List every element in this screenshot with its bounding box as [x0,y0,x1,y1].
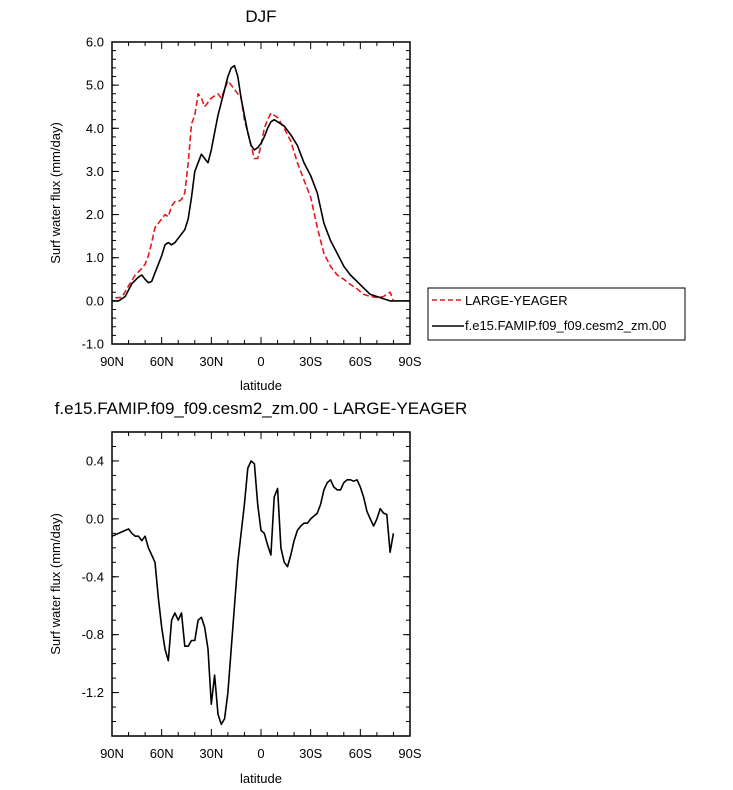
bottom-series-lines [111,460,395,726]
top-y-tick-label: 1.0 [86,250,104,265]
top-x-tick-label: 30N [199,354,223,369]
bottom-x-tick-label: 90N [100,746,124,761]
bottom-series-line-0 [111,460,395,726]
bottom-y-tick-label: -1.2 [82,685,104,700]
top-y-tick-label: 0.0 [86,293,104,308]
top-x-tick-label: 30S [299,354,322,369]
bottom-x-axis-label: latitude [240,771,282,786]
top-y-tick-label: 2.0 [86,207,104,222]
bottom-x-ticks: 90N 60N 30N 0 30S 60S 90S [100,432,422,761]
top-x-tick-label: 60N [150,354,174,369]
top-panel: DJF 90N 60N 30N 0 30S 60S 90S -1.0 0.0 1.0 2.0 3.0… [48,7,686,393]
top-series-line-0 [115,80,395,302]
top-x-tick-label: 0 [257,354,264,369]
bottom-chart-title: f.e15.FAMIP.f09_f09.cesm2_zm.00 - LARGE-… [55,399,468,418]
top-y-tick-label: -1.0 [82,337,104,352]
bottom-y-axis-label: Surf water flux (mm/day) [48,513,63,655]
bottom-y-tick-label: 0.0 [86,511,104,526]
top-y-axis-label: Surf water flux (mm/day) [48,122,63,264]
top-y-tick-label: 3.0 [86,164,104,179]
bottom-x-tick-label: 60N [150,746,174,761]
bottom-panel: f.e15.FAMIP.f09_f09.cesm2_zm.00 - LARGE-… [48,399,467,786]
top-x-tick-label: 90N [100,354,124,369]
top-chart-title: DJF [245,7,276,26]
top-y-tick-label: 4.0 [86,121,104,136]
bottom-y-tick-label: 0.4 [86,453,104,468]
bottom-y-tick-label: -0.8 [82,627,104,642]
bottom-y-tick-label: -0.4 [82,569,104,584]
top-series-lines [112,64,410,302]
top-x-tick-label: 60S [349,354,372,369]
top-plot-frame [111,41,411,345]
top-x-tick-label: 90S [398,354,421,369]
legend-label-cesm2: f.e15.FAMIP.f09_f09.cesm2_zm.00 [465,318,666,333]
legend-label-large-yeager: LARGE-YEAGER [465,293,568,308]
bottom-plot-frame [111,431,411,737]
top-y-tick-label: 5.0 [86,78,104,93]
legend-box [427,287,686,341]
bottom-x-tick-label: 60S [349,746,372,761]
bottom-x-tick-label: 0 [257,746,264,761]
bottom-x-tick-label: 90S [398,746,421,761]
bottom-x-tick-label: 30N [199,746,223,761]
top-x-axis-label: latitude [240,378,282,393]
top-y-ticks: -1.0 0.0 1.0 2.0 3.0 4.0 5.0 6.0 [82,35,410,352]
bottom-y-ticks: -1.2 -0.8 -0.4 0.0 0.4 [82,431,410,737]
top-series-line-1 [112,64,410,302]
legend: LARGE-YEAGER f.e15.FAMIP.f09_f09.cesm2_z… [427,287,686,341]
bottom-x-tick-label: 30S [299,746,322,761]
top-y-tick-label: 6.0 [86,35,104,50]
top-x-ticks: 90N 60N 30N 0 30S 60S 90S [100,42,422,369]
